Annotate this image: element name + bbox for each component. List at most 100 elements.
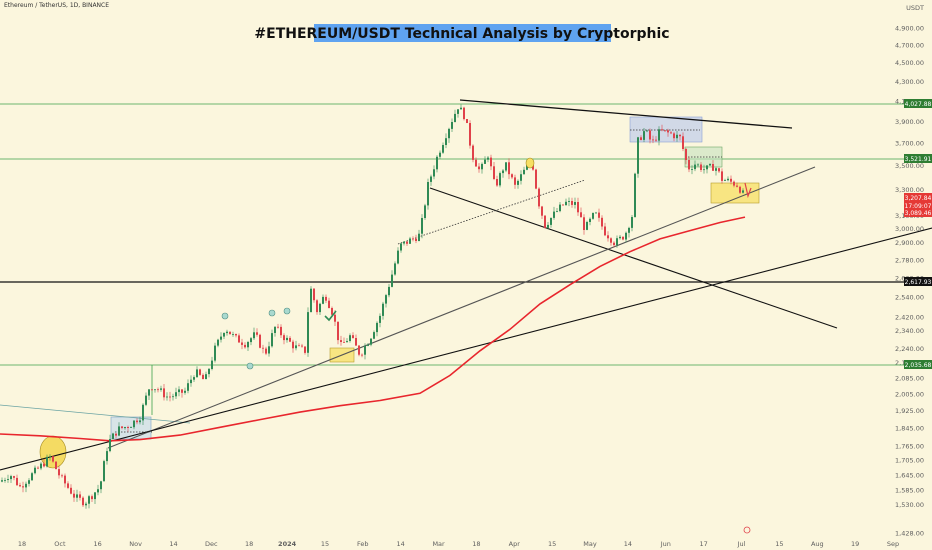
candle-up (232, 334, 234, 335)
candle-up (88, 496, 90, 504)
candle-up (85, 503, 87, 506)
price-tick-label: 2,085.00 (895, 374, 924, 382)
candle-up (49, 456, 51, 458)
candle-up (106, 451, 108, 462)
time-axis[interactable]: 18 Oct 16 Nov 14 Dec 18 2024 15 Feb 14 Mar 18 Apr 15 Ma… (18, 540, 899, 548)
price-tick-label: 4,900.00 (895, 24, 924, 32)
candle-up (574, 202, 576, 205)
candle-up (637, 137, 639, 174)
candle-up (553, 211, 555, 218)
candle-up (481, 163, 483, 170)
marker-circle (221, 312, 229, 320)
time-tick-label: Dec (205, 540, 218, 548)
candle-up (517, 180, 519, 185)
candle-up (724, 180, 726, 181)
candle-down (598, 212, 600, 218)
candle-up (430, 176, 432, 182)
candle-down (337, 321, 339, 341)
candle-down (289, 337, 291, 342)
time-tick-label: 17 (700, 540, 708, 548)
candle-up (307, 312, 309, 353)
candle-up (46, 456, 48, 467)
candle-up (586, 222, 588, 230)
price-tick-label: 1,428.00 (895, 529, 924, 537)
candle-down (328, 300, 330, 308)
candle-up (25, 483, 27, 488)
candle-down (496, 179, 498, 186)
candle-up (643, 131, 645, 140)
candle-up (424, 205, 426, 218)
candle-down (571, 201, 573, 205)
candle-down (127, 427, 129, 428)
candle-down (478, 166, 480, 170)
candle-up (433, 169, 435, 177)
price-tick-label: 1,845.00 (895, 424, 924, 432)
candle-up (376, 322, 378, 333)
candle-down (313, 288, 315, 301)
candle-up (520, 174, 522, 181)
candle-down (292, 341, 294, 349)
candle-up (139, 420, 141, 423)
candle-down (316, 300, 318, 313)
candle-down (718, 168, 720, 172)
candle-up (691, 169, 693, 170)
ma-value-badge: 3,089.46 (905, 210, 932, 217)
candle-down (622, 236, 624, 240)
price-badge: 4,027.88 (905, 101, 932, 108)
candle-up (247, 342, 249, 348)
candle-up (646, 130, 648, 132)
candle-down (610, 238, 612, 243)
price-tick-label: 1,645.00 (895, 471, 924, 479)
candle-down (52, 456, 54, 462)
candle-down (463, 107, 465, 120)
candle-up (709, 164, 711, 166)
candle-up (418, 233, 420, 241)
time-tick-label: 15 (775, 540, 783, 548)
candle-up (349, 335, 351, 341)
candle-up (97, 489, 99, 493)
candle-down (241, 342, 243, 345)
candle-down (406, 241, 408, 244)
price-tick-label: 4,500.00 (895, 59, 924, 67)
candle-down (259, 334, 261, 348)
candle-down (355, 338, 357, 346)
badge-bg (904, 99, 932, 108)
candle-down (277, 326, 279, 328)
candle-down (64, 475, 66, 484)
candle-down (466, 119, 468, 123)
candle-up (628, 227, 630, 233)
candle-up (409, 238, 411, 244)
candle-down (736, 185, 738, 187)
price-badges: 4,027.88 3,521.91 3,207.84 17:09:07 3,08… (904, 99, 932, 369)
descending-support-line (429, 187, 838, 329)
candle-up (4, 480, 6, 481)
candle-down (673, 133, 675, 139)
candle-up (193, 377, 195, 380)
candle-down (544, 215, 546, 228)
candle-up (439, 152, 441, 157)
candle-up (457, 109, 459, 114)
candle-up (184, 390, 186, 393)
candle-up (706, 165, 708, 170)
candle-down (712, 164, 714, 171)
candle-up (118, 426, 120, 436)
candle-down (13, 476, 15, 478)
time-tick-label: Nov (129, 540, 142, 548)
candle-up (391, 274, 393, 287)
candle-down (37, 467, 39, 469)
candle-down (199, 369, 201, 375)
marker-circle (246, 362, 254, 370)
candle-up (211, 360, 213, 369)
long-term-trend-line (0, 227, 932, 471)
event-icon[interactable] (743, 526, 751, 534)
candle-down (115, 433, 117, 436)
candle-up (445, 138, 447, 145)
candle-up (589, 218, 591, 222)
moving-average-line (0, 216, 746, 442)
time-tick-label: 15 (321, 540, 329, 548)
candle-up (448, 128, 450, 139)
title-banner: #ETHEREUM/USDT Technical Analysis by Cry… (254, 24, 670, 42)
candle-down (280, 326, 282, 336)
time-tick-label: 14 (397, 540, 405, 548)
